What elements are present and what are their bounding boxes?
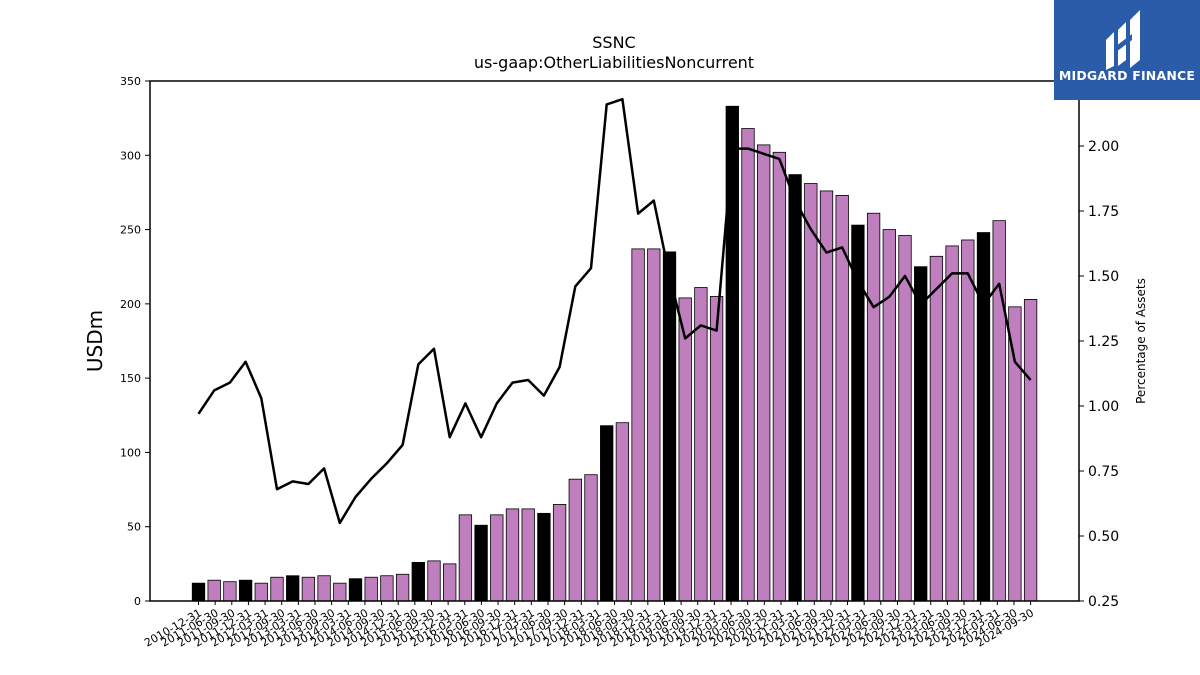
bar (537, 512, 551, 602)
bar (443, 563, 457, 602)
y-tick-label: 300 (120, 149, 141, 162)
bar (945, 245, 959, 602)
bar (866, 212, 881, 602)
y-tick-label: 250 (120, 224, 141, 237)
y2-tick-label: 1.50 (1088, 269, 1119, 285)
bar (584, 474, 598, 602)
y2-tick-label: 0.25 (1088, 594, 1119, 610)
bar (882, 229, 896, 602)
bar (521, 508, 535, 602)
bar (961, 239, 975, 602)
bar (317, 575, 331, 602)
bar (615, 422, 630, 602)
bar (364, 576, 378, 602)
x-axis-ticks: 2010-12-312011-06-302011-09-302011-12-31… (142, 601, 1036, 650)
y2-tick-label: 2.00 (1088, 139, 1119, 155)
bar (757, 144, 771, 602)
midgard-logo-icon (1106, 10, 1140, 70)
right-axis-ticks: 0.25 0.50 0.75 1.00 1.25 1.50 1.75 2.00 (1079, 139, 1119, 610)
bar (411, 561, 425, 602)
bar (223, 581, 237, 602)
bar (568, 478, 582, 602)
bar (333, 582, 347, 602)
y-tick-label: 50 (127, 521, 141, 534)
bar (301, 576, 316, 602)
y-axis-label: USDm (83, 310, 107, 372)
bar (694, 287, 708, 602)
plot-frame (149, 80, 1080, 602)
y2-tick-label: 0.50 (1088, 529, 1119, 545)
bar (788, 174, 802, 602)
bar (505, 508, 520, 602)
bar (600, 425, 614, 602)
bar (929, 255, 944, 602)
y-tick-label: 150 (120, 372, 141, 385)
bar (395, 573, 410, 602)
bar (270, 576, 284, 602)
y2-tick-label: 1.00 (1088, 399, 1119, 415)
bars-layer (191, 105, 1038, 602)
bar (898, 235, 912, 602)
bar (380, 575, 394, 602)
bar (647, 248, 661, 602)
brand-name: MIDGARD FINANCE (1058, 68, 1196, 83)
bar (348, 578, 363, 602)
y-tick-label: 350 (120, 75, 141, 88)
bar (631, 248, 645, 602)
y2-tick-label: 0.75 (1088, 464, 1119, 480)
bar (662, 251, 677, 602)
y2-axis-label: Percentage of Assets (1134, 278, 1148, 404)
bar (474, 524, 488, 602)
bar (1008, 306, 1022, 602)
y2-tick-label: 1.75 (1088, 204, 1119, 220)
bar (207, 579, 221, 602)
bar (191, 582, 206, 602)
bar (709, 296, 724, 602)
bar (976, 232, 991, 602)
chart-title: SSNC (592, 33, 635, 52)
percentage-line (197, 97, 1032, 525)
brand-logo: MIDGARD FINANCE (1054, 0, 1200, 100)
bar (1023, 298, 1038, 602)
bar (678, 297, 692, 602)
bar (552, 504, 567, 602)
bar (458, 514, 473, 602)
bar (992, 220, 1006, 602)
bar (804, 183, 818, 602)
chart-subtitle: us-gaap:OtherLiabilitiesNoncurrent (474, 53, 754, 72)
y-tick-label: 100 (120, 446, 141, 459)
bar (741, 128, 755, 602)
bar (427, 560, 441, 602)
bar (238, 579, 253, 602)
y2-tick-label: 1.25 (1088, 334, 1119, 350)
left-axis-ticks: 0 50 100 150 200 250 300 350 (120, 75, 150, 608)
bar (490, 514, 504, 602)
bar (254, 582, 268, 602)
y-tick-label: 200 (120, 298, 141, 311)
y-tick-label: 0 (134, 595, 141, 608)
bar (286, 575, 300, 602)
bar (725, 105, 739, 602)
bar (914, 266, 928, 602)
bar (772, 151, 787, 602)
